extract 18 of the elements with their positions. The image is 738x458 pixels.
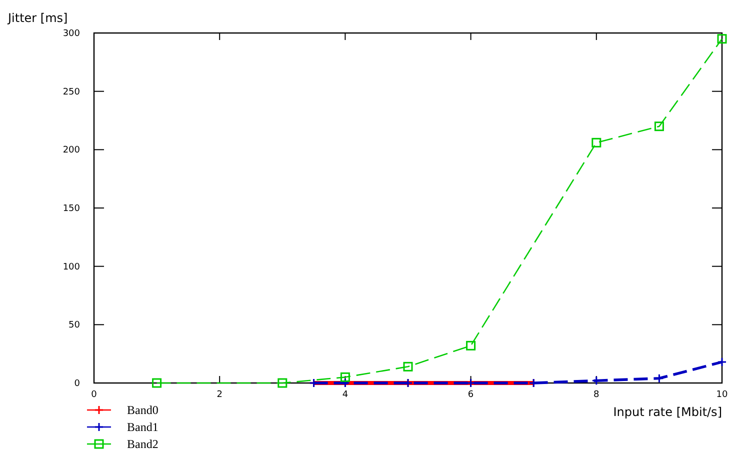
y-tick-label: 100 xyxy=(62,262,80,272)
legend-label: Band2 xyxy=(127,437,158,451)
legend-label: Band1 xyxy=(127,420,158,434)
x-tick-label: 0 xyxy=(91,390,98,400)
x-tick-label: 10 xyxy=(716,390,728,400)
y-tick-label: 250 xyxy=(62,87,80,98)
x-tick-label: 2 xyxy=(216,390,222,400)
y-axis-title: Jitter [ms] xyxy=(7,11,68,25)
x-axis-title: Input rate [Mbit/s] xyxy=(613,405,722,419)
y-tick-label: 200 xyxy=(62,146,80,156)
y-tick-label: 150 xyxy=(62,204,80,214)
y-tick-label: 0 xyxy=(74,379,80,389)
y-tick-label: 300 xyxy=(62,29,80,39)
y-tick-label: 50 xyxy=(68,320,80,331)
legend-label: Band0 xyxy=(127,403,158,417)
x-tick-label: 8 xyxy=(594,390,600,400)
x-tick-label: 4 xyxy=(342,390,348,400)
x-tick-label: 6 xyxy=(468,390,474,400)
